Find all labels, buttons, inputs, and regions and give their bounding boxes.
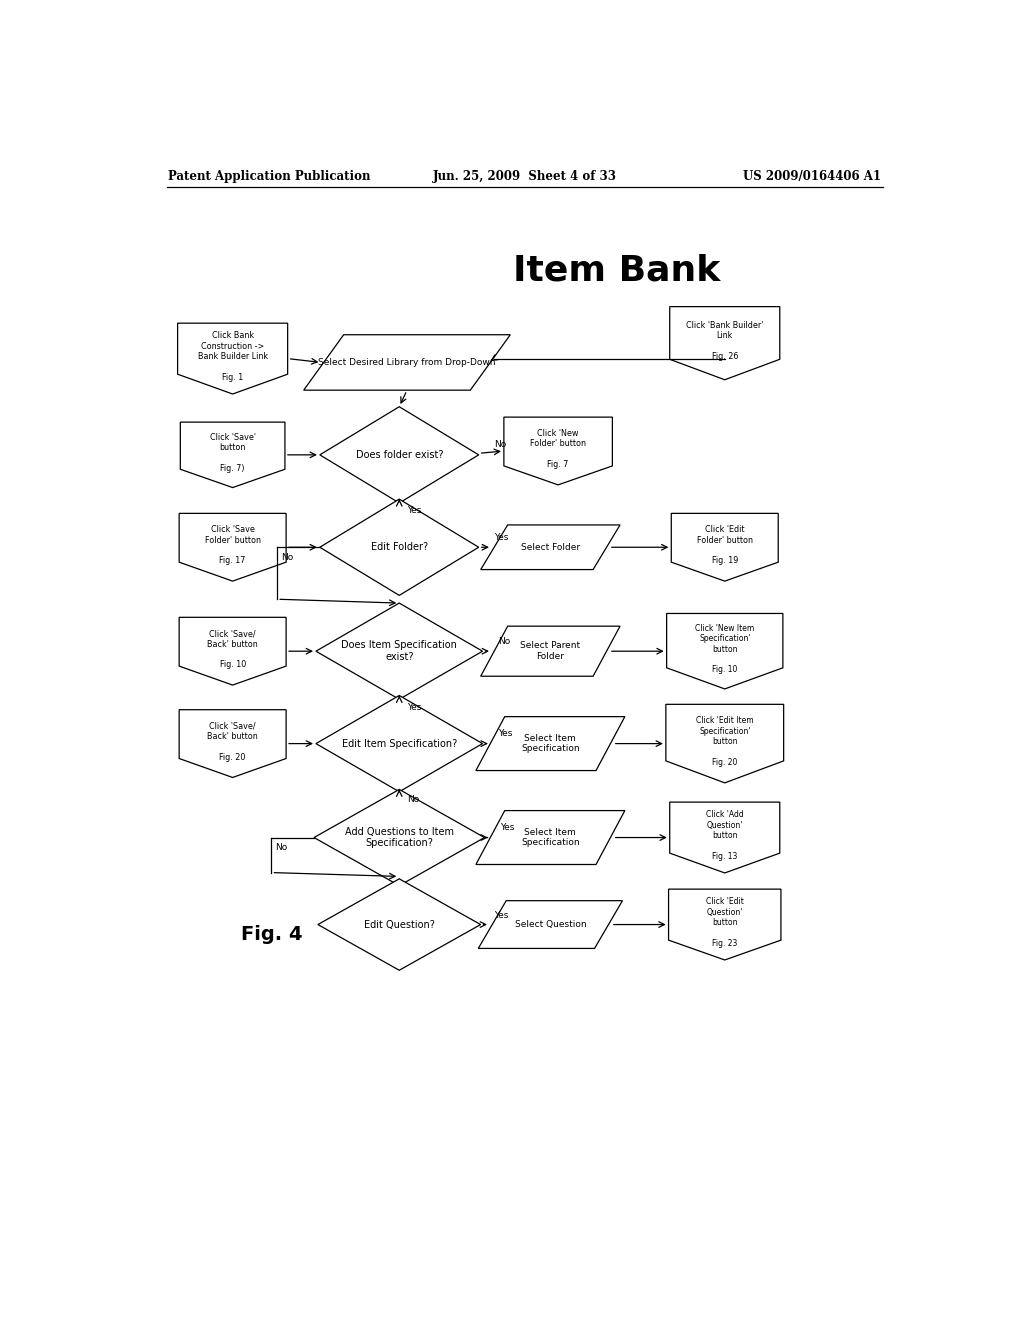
Polygon shape bbox=[317, 879, 480, 970]
Polygon shape bbox=[476, 717, 625, 771]
Polygon shape bbox=[177, 323, 288, 395]
Polygon shape bbox=[670, 306, 779, 380]
Polygon shape bbox=[180, 422, 285, 487]
Polygon shape bbox=[179, 618, 286, 685]
Polygon shape bbox=[667, 614, 783, 689]
Text: Does Item Specification
exist?: Does Item Specification exist? bbox=[341, 640, 457, 663]
Polygon shape bbox=[480, 525, 621, 570]
Polygon shape bbox=[504, 417, 612, 484]
Text: Click 'Bank Builder'
Link

Fig. 26: Click 'Bank Builder' Link Fig. 26 bbox=[686, 321, 764, 362]
Text: Edit Question?: Edit Question? bbox=[364, 920, 434, 929]
Polygon shape bbox=[670, 803, 779, 873]
Text: Jun. 25, 2009  Sheet 4 of 33: Jun. 25, 2009 Sheet 4 of 33 bbox=[433, 170, 616, 183]
Text: Select Parent
Folder: Select Parent Folder bbox=[520, 642, 581, 661]
Text: Item Bank: Item Bank bbox=[513, 253, 720, 286]
Text: Click 'Save'
button

Fig. 7): Click 'Save' button Fig. 7) bbox=[210, 433, 256, 473]
Text: No: No bbox=[407, 795, 419, 804]
Text: Select Desired Library from Drop-Down: Select Desired Library from Drop-Down bbox=[318, 358, 496, 367]
Polygon shape bbox=[476, 810, 625, 865]
Text: Click 'New Item
Specification'
button

Fig. 10: Click 'New Item Specification' button Fi… bbox=[695, 624, 755, 675]
Polygon shape bbox=[319, 499, 478, 595]
Polygon shape bbox=[480, 626, 621, 676]
Text: No: No bbox=[275, 843, 288, 851]
Text: Click 'Save/
Back' button

Fig. 20: Click 'Save/ Back' button Fig. 20 bbox=[207, 722, 258, 762]
Text: Patent Application Publication: Patent Application Publication bbox=[168, 170, 371, 183]
Text: No: No bbox=[498, 636, 510, 645]
Text: Select Folder: Select Folder bbox=[521, 543, 580, 552]
Polygon shape bbox=[478, 900, 623, 949]
Text: Yes: Yes bbox=[498, 729, 512, 738]
Text: Edit Item Specification?: Edit Item Specification? bbox=[342, 739, 457, 748]
Text: Yes: Yes bbox=[407, 506, 421, 515]
Polygon shape bbox=[319, 407, 478, 503]
Polygon shape bbox=[304, 335, 510, 391]
Text: Yes: Yes bbox=[495, 911, 509, 920]
Polygon shape bbox=[316, 603, 482, 700]
Polygon shape bbox=[179, 513, 286, 581]
Text: Click Bank
Construction ->
Bank Builder Link

Fig. 1: Click Bank Construction -> Bank Builder … bbox=[198, 331, 267, 381]
Polygon shape bbox=[179, 710, 286, 777]
Text: Click 'New
Folder' button

Fig. 7: Click 'New Folder' button Fig. 7 bbox=[530, 429, 586, 469]
Text: No: No bbox=[281, 553, 293, 562]
Text: Click 'Add
Question'
button

Fig. 13: Click 'Add Question' button Fig. 13 bbox=[706, 810, 743, 861]
Text: Click 'Save/
Back' button

Fig. 10: Click 'Save/ Back' button Fig. 10 bbox=[207, 630, 258, 669]
Text: Yes: Yes bbox=[407, 702, 421, 711]
Text: Fig. 4: Fig. 4 bbox=[241, 925, 302, 944]
Polygon shape bbox=[316, 696, 482, 792]
Text: US 2009/0164406 A1: US 2009/0164406 A1 bbox=[743, 170, 882, 183]
Polygon shape bbox=[314, 789, 484, 886]
Text: Yes: Yes bbox=[500, 824, 514, 832]
Text: Add Questions to Item
Specification?: Add Questions to Item Specification? bbox=[345, 826, 454, 849]
Text: Click 'Edit Item
Specification'
button

Fig. 20: Click 'Edit Item Specification' button F… bbox=[696, 717, 754, 767]
Text: Click 'Edit
Folder' button

Fig. 19: Click 'Edit Folder' button Fig. 19 bbox=[696, 525, 753, 565]
Polygon shape bbox=[669, 890, 781, 960]
Text: Click 'Save
Folder' button

Fig. 17: Click 'Save Folder' button Fig. 17 bbox=[205, 525, 261, 565]
Text: Select Item
Specification: Select Item Specification bbox=[521, 828, 580, 847]
Text: No: No bbox=[495, 440, 507, 449]
Text: Click 'Edit
Question'
button

Fig. 23: Click 'Edit Question' button Fig. 23 bbox=[706, 898, 743, 948]
Text: Select Item
Specification: Select Item Specification bbox=[521, 734, 580, 754]
Text: Does folder exist?: Does folder exist? bbox=[355, 450, 443, 459]
Text: Select Question: Select Question bbox=[515, 920, 586, 929]
Text: Edit Folder?: Edit Folder? bbox=[371, 543, 428, 552]
Text: Yes: Yes bbox=[495, 533, 509, 541]
Polygon shape bbox=[672, 513, 778, 581]
Polygon shape bbox=[666, 705, 783, 783]
